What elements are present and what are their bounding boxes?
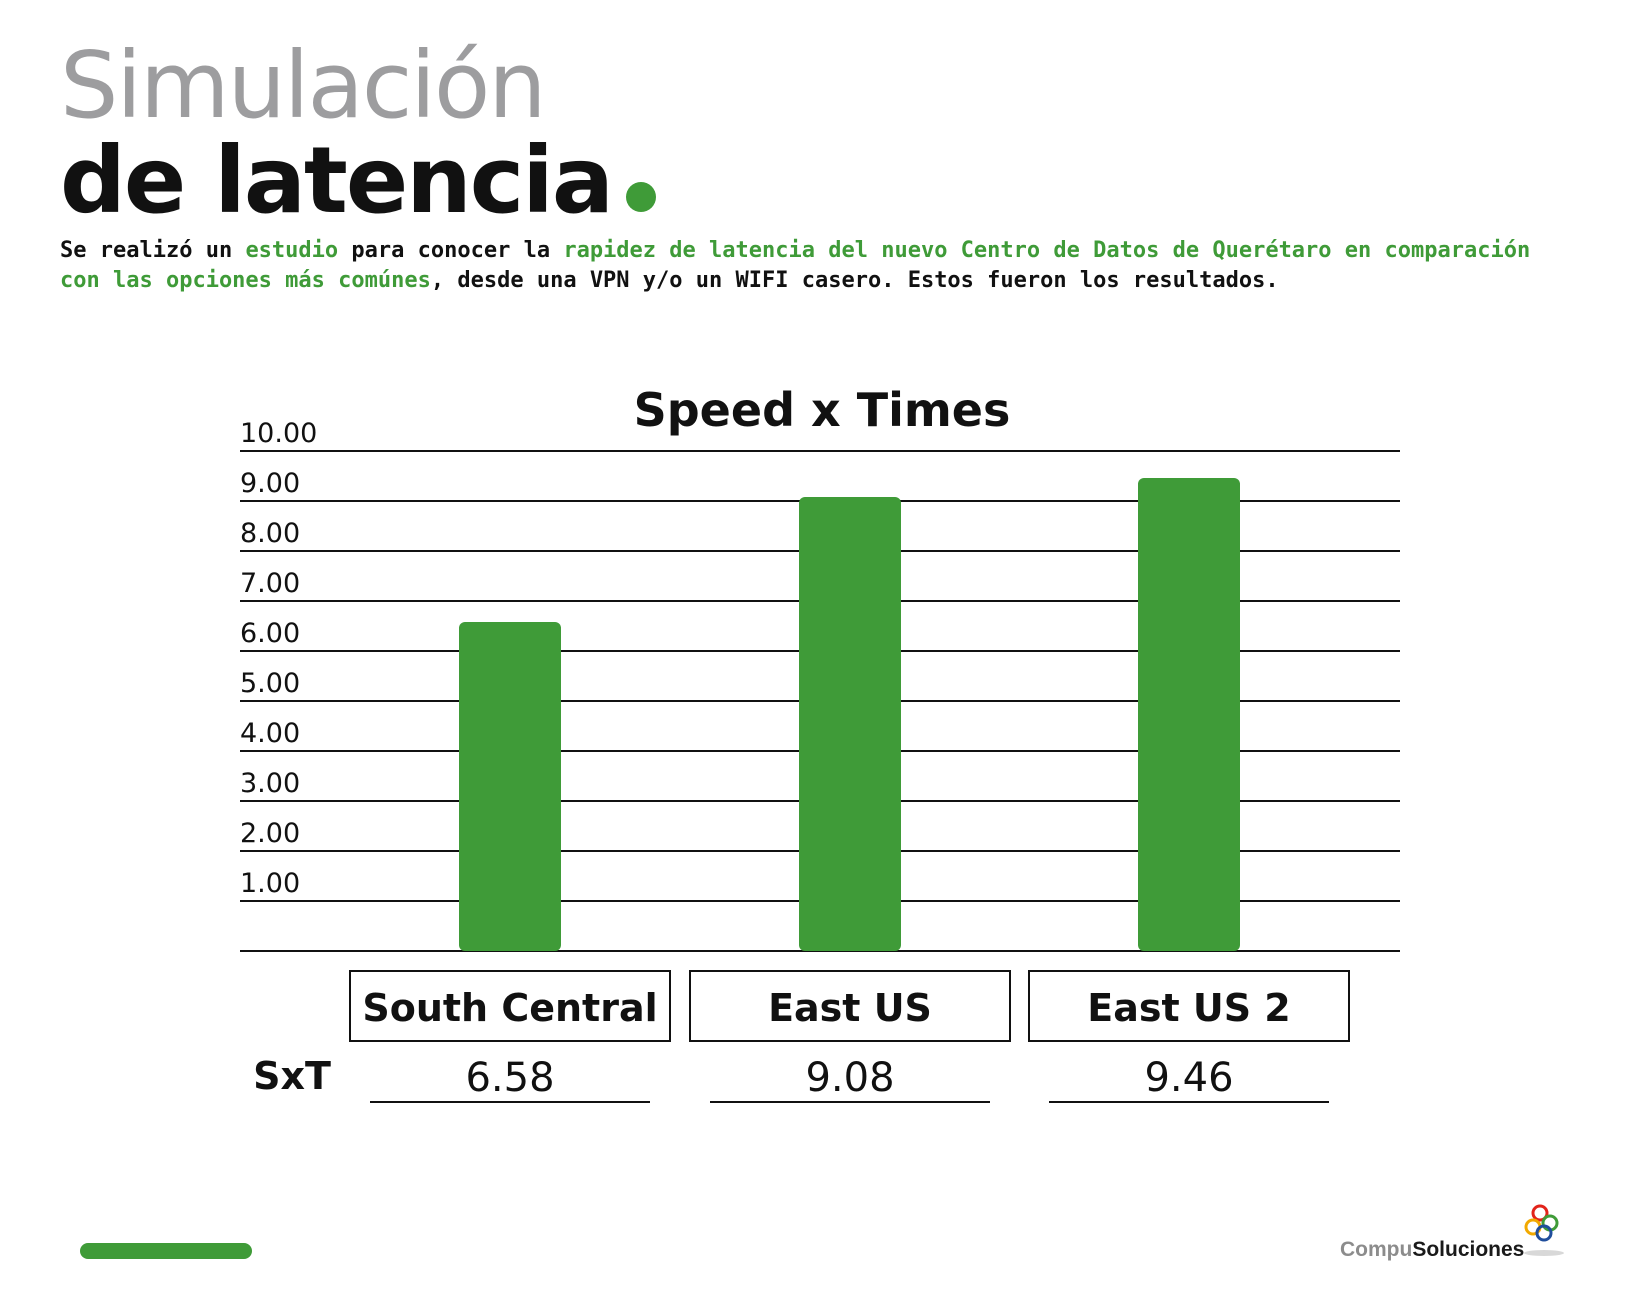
y-tick-label: 5.00: [240, 668, 300, 699]
category-box: [689, 970, 1011, 1042]
category-label: East US: [768, 986, 932, 1030]
intro-text: para conocer la: [338, 238, 564, 263]
category-box: [1028, 970, 1350, 1042]
compusoluciones-logo: CompuSoluciones: [1340, 1203, 1580, 1263]
y-tick-label: 7.00: [240, 568, 300, 599]
chart-bars: [459, 478, 1240, 951]
y-tick-label: 9.00: [240, 468, 300, 499]
y-tick-label: 4.00: [240, 718, 300, 749]
y-tick-label: 1.00: [240, 868, 300, 899]
y-tick-label: 3.00: [240, 768, 300, 799]
y-tick-label: 6.00: [240, 618, 300, 649]
category-label: South Central: [362, 986, 657, 1030]
intro-text: , desde una VPN y/o un WIFI casero. Esto…: [430, 268, 1279, 293]
page-title-line2-text: de latencia: [60, 127, 614, 234]
intro-paragraph: Se realizó un estudio para conocer la ra…: [60, 236, 1580, 296]
y-tick-label: 2.00: [240, 818, 300, 849]
logo-text-soluciones: Soluciones: [1412, 1238, 1525, 1261]
bar: [1138, 478, 1240, 951]
logo-text-compu: Compu: [1340, 1238, 1413, 1261]
row-label-sxt: SxT: [253, 1054, 331, 1098]
category-label: East US 2: [1087, 986, 1291, 1030]
intro-highlight: rapidez de latencia del nuevo Centro de …: [60, 238, 1531, 293]
value-label: 9.08: [805, 1055, 894, 1101]
footer-accent-bar: [80, 1243, 252, 1259]
value-label: 9.46: [1144, 1055, 1233, 1101]
category-box: [349, 970, 671, 1042]
page-title-line1: Simulación: [60, 32, 547, 139]
bar: [799, 497, 901, 951]
bar: [459, 622, 561, 951]
y-tick-label: 10.00: [240, 418, 317, 449]
green-dot-icon: [625, 182, 656, 212]
category-labels: South Central East US East US 2: [349, 970, 1350, 1042]
intro-text: Se realizó un: [60, 238, 246, 263]
y-tick-label: 8.00: [240, 518, 300, 549]
y-axis-ticks: 1.00 2.00 3.00 4.00 5.00 6.00 7.00 8.00 9.00 10.0…: [240, 418, 317, 899]
logo-text: CompuSoluciones: [1340, 1238, 1524, 1262]
intro-highlight: estudio: [245, 238, 339, 263]
chart-title: Speed x Times: [634, 383, 1011, 437]
compusoluciones-rings-icon: [1524, 1204, 1564, 1256]
value-labels: 6.58 9.08 9.46: [370, 1055, 1329, 1103]
page-title-line2: de latencia: [60, 135, 656, 227]
value-label: 6.58: [465, 1055, 554, 1101]
